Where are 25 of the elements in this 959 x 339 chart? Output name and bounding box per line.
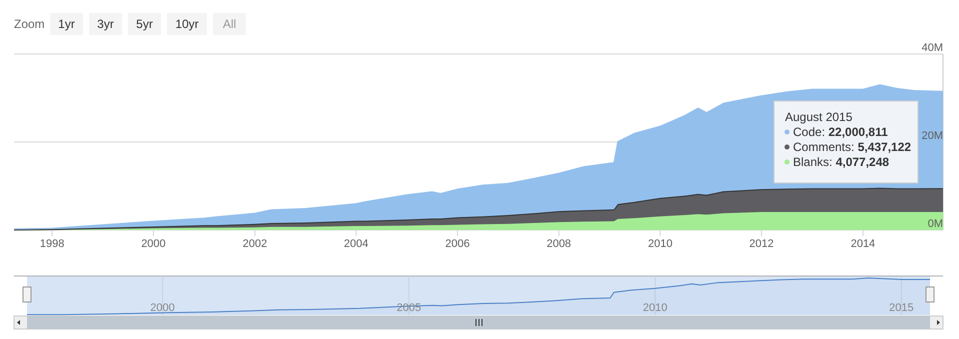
- x-tick-label: 2000: [141, 238, 166, 250]
- x-tick-label: 2004: [344, 238, 368, 250]
- text: Zoom: [14, 17, 45, 31]
- zoom-button: All: [213, 13, 246, 35]
- zoom-button: 1yr: [50, 13, 83, 35]
- y-tick-label: 40M: [922, 42, 943, 54]
- zoom-button: 3yr: [89, 13, 122, 35]
- annotation: Comments: 5,437,122: [793, 140, 912, 154]
- x-tick-label: 2000: [150, 302, 175, 314]
- x-tick-label: 2014: [850, 238, 876, 250]
- annotation: August 2015: [785, 110, 853, 124]
- y-tick-label: 0M: [928, 218, 943, 230]
- annotation: Blanks: 4,077,248: [793, 155, 890, 169]
- x-tick-label: 2008: [546, 238, 572, 250]
- y-tick-label: 20M: [922, 130, 943, 142]
- zoom-button: 5yr: [128, 13, 161, 35]
- x-tick-label: 2012: [749, 238, 774, 250]
- x-tick-label: 2002: [242, 238, 268, 250]
- x-tick-label: 2010: [648, 238, 672, 250]
- x-tick-label: 2010: [642, 302, 668, 314]
- zoom-button: 10yr: [167, 13, 207, 35]
- annotation: Code: 22,000,811: [793, 125, 888, 139]
- x-tick-label: 2015: [889, 302, 914, 314]
- x-tick-label: 1998: [40, 238, 64, 250]
- x-tick-label: 2006: [445, 238, 470, 250]
